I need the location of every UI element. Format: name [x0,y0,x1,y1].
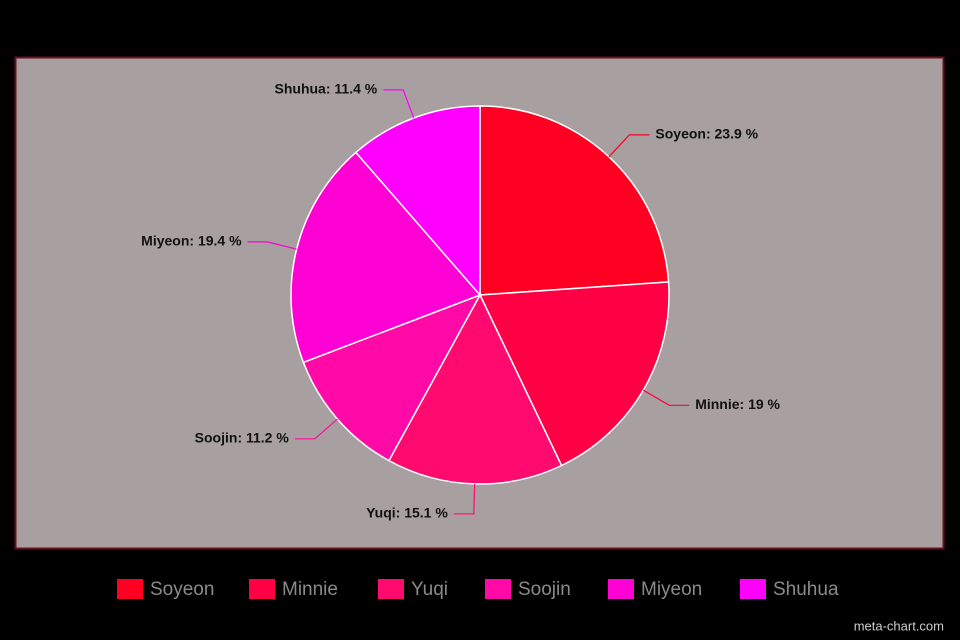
legend-swatch [485,579,511,599]
legend-swatch [740,579,766,599]
data-label: Miyeon: 19.4 % [141,233,242,249]
pie-slice [302,293,482,462]
legend-swatch [378,579,404,599]
legend-swatch [117,579,143,599]
legend-label: Soojin [518,579,571,600]
data-label: Yuqi: 15.1 % [366,505,448,521]
pie-slice [290,151,482,364]
data-label: Shuhua: 11.4 % [275,81,378,97]
leader-line [294,418,338,440]
legend-swatch [249,579,275,599]
pie-slice [479,105,670,296]
leader-line [247,241,297,250]
legend-label: Minnie [282,579,338,600]
data-label: Soyeon: 23.9 % [655,126,758,142]
leader-line [383,89,415,119]
watermark: meta-chart.com [854,618,944,633]
legend-swatch [608,579,634,599]
leader-line [608,134,650,158]
leader-line [453,483,476,515]
pie-slice [387,293,563,485]
pie-slice [478,281,670,467]
data-label: Minnie: 19 % [695,396,780,412]
legend-label: Yuqi [411,579,448,600]
legend-label: Miyeon [641,579,702,600]
legend-label: Shuhua [773,579,839,600]
leader-line [642,389,690,406]
legend-label: Soyeon [150,579,214,600]
data-label: Soojin: 11.2 % [195,429,290,445]
